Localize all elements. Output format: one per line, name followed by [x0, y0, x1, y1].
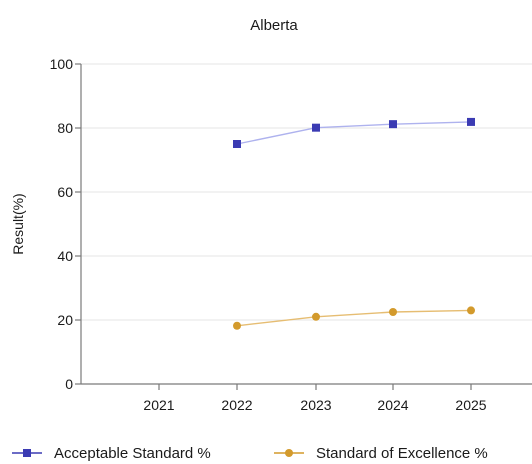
data-point — [467, 117, 475, 126]
series-line — [236, 121, 472, 145]
gridlines — [81, 63, 532, 321]
data-point — [467, 306, 475, 315]
y-tick-label: 20 — [57, 312, 73, 328]
data-point — [233, 140, 241, 148]
data-point — [312, 312, 320, 321]
legend-item: Acceptable Standard % — [12, 445, 211, 462]
x-tick-label: 2022 — [221, 397, 252, 413]
data-point — [233, 321, 241, 330]
x-tick-label: 2023 — [300, 397, 331, 413]
data-point — [389, 120, 397, 129]
data-point — [389, 308, 397, 316]
x-tick-label: 2021 — [143, 397, 174, 413]
legend: Acceptable Standard % Standard of Excelle… — [12, 445, 488, 462]
series-standard-of-excellence — [233, 306, 475, 330]
chart-title: Alberta — [250, 17, 298, 34]
x-axis-ticks: 2021 2022 2023 2024 2025 — [143, 384, 487, 413]
x-tick-label: 2024 — [377, 397, 408, 413]
y-tick-label: 40 — [57, 248, 73, 264]
x-tick-label: 2025 — [455, 397, 486, 413]
legend-label: Acceptable Standard % — [54, 445, 211, 462]
series-line — [236, 309, 472, 327]
legend-marker — [285, 449, 293, 457]
y-tick-label: 100 — [50, 56, 74, 72]
y-tick-label: 0 — [65, 376, 73, 392]
series-acceptable-standard — [233, 117, 475, 148]
series-layer — [233, 117, 475, 330]
data-point — [312, 123, 320, 132]
y-axis-title: Result(%) — [10, 193, 26, 254]
legend-label: Standard of Excellence % — [316, 445, 488, 462]
y-axis-ticks: 0 20 40 60 80 100 — [50, 56, 81, 392]
legend-marker — [23, 449, 31, 457]
y-tick-label: 80 — [57, 120, 73, 136]
y-tick-label: 60 — [57, 184, 73, 200]
legend-item: Standard of Excellence % — [274, 445, 488, 462]
